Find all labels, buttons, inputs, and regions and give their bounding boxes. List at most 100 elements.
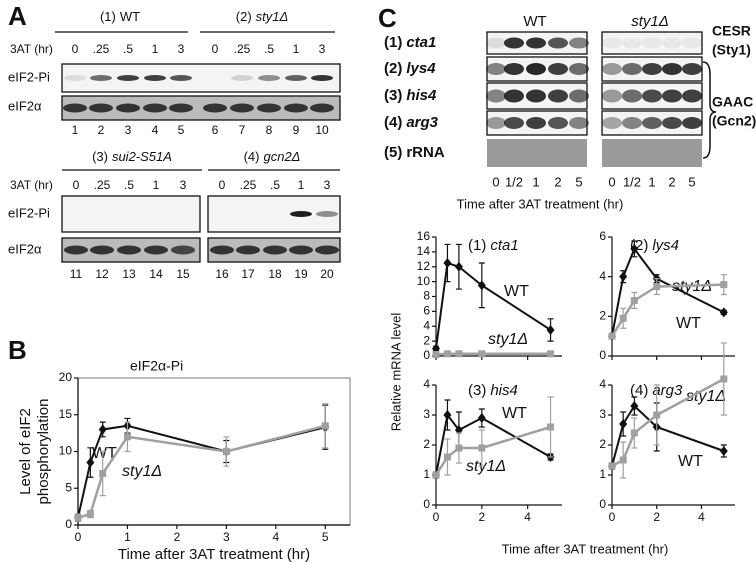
lane-number: 7 [239, 123, 246, 137]
marker [619, 314, 627, 322]
blot-band [622, 89, 642, 103]
marker [432, 471, 440, 479]
blot-band [486, 117, 506, 129]
blot-band [310, 103, 334, 113]
blot-band [289, 245, 313, 255]
row-label: eIF2-Pi [8, 69, 50, 84]
y-tick-label: 6 [599, 229, 606, 243]
chart-title-part: arg3 [652, 382, 683, 399]
marker [477, 280, 486, 291]
time-label: .25 [234, 42, 251, 56]
marker [123, 433, 131, 441]
lane-number: 9 [293, 123, 300, 137]
marker [608, 332, 616, 340]
y-tick-label: 2 [423, 437, 430, 451]
y-tick-label: 20 [59, 370, 73, 384]
blot-band [526, 89, 546, 103]
time-label: 0 [219, 178, 226, 192]
chart-title: eIF2α-Pi [130, 358, 183, 374]
marker [630, 401, 639, 411]
time-label: .5 [270, 178, 280, 192]
blot-band [117, 75, 139, 81]
marker [477, 413, 486, 423]
blot-band [548, 63, 568, 75]
blot-band [210, 245, 234, 255]
blot-band [548, 117, 568, 129]
y-tick-label: 8 [423, 289, 430, 303]
gene-label-part: (3) [384, 87, 402, 104]
lane-number: 3 [125, 123, 132, 137]
group-title-part: sty1Δ [256, 9, 289, 24]
blot-band [486, 63, 506, 75]
marker [321, 422, 329, 430]
marker [608, 462, 616, 470]
time-label: .5 [264, 42, 274, 56]
blot-band [642, 63, 662, 75]
time-label: 3 [324, 178, 331, 192]
y-tick-label: 0 [599, 348, 606, 362]
chart-title: (3) his4 [468, 382, 518, 399]
blot-band [89, 103, 113, 113]
chart-title-part: (1) [468, 237, 486, 254]
blot-band [90, 245, 114, 255]
marker [546, 324, 555, 335]
y-tick-label: 15 [59, 407, 73, 421]
chart-title-part: his4 [490, 382, 518, 399]
marker [478, 350, 486, 358]
lane-number: 8 [266, 123, 273, 137]
blot-box [207, 195, 341, 233]
blot-band [662, 63, 682, 75]
marker [630, 243, 639, 254]
x-axis-label: Time after 3AT treatment (hr) [502, 541, 669, 556]
time-label: 1/2 [623, 174, 641, 189]
gene-label: (1) cta1 [384, 34, 436, 51]
blot-band [144, 75, 166, 81]
y-tick-label: 10 [59, 444, 73, 458]
lane-number: 17 [241, 267, 255, 281]
blot-band [316, 211, 338, 217]
x-tick-label: 2 [653, 510, 660, 524]
group-title: (3) sui2-S51A [92, 149, 172, 164]
marker [547, 350, 555, 358]
group-title-part: (3) [92, 149, 108, 164]
time-label: 5 [688, 174, 695, 189]
lane-number: 19 [294, 267, 308, 281]
annotation: WT [92, 445, 117, 462]
gene-label-part: (2) [384, 60, 402, 77]
y-tick-label: 2 [423, 333, 430, 347]
annotation: WT [502, 405, 527, 422]
blot-band [569, 89, 589, 103]
annotation: WT [678, 453, 703, 470]
series-line [435, 352, 551, 356]
marker [619, 456, 627, 464]
y-tick-label: 1 [599, 467, 606, 481]
y-tick-label: 2 [599, 309, 606, 323]
marker [630, 429, 638, 437]
blot-band [602, 89, 622, 103]
annotation: sty1Δ [122, 463, 162, 480]
x-tick-label: 2 [174, 530, 181, 544]
marker [74, 514, 82, 522]
blot-box [61, 195, 201, 233]
group-title: (1) WT [100, 9, 140, 24]
chart-title-part: lys4 [652, 237, 679, 254]
time-label: 3 [180, 178, 187, 192]
marker [455, 350, 463, 358]
blot-band [258, 75, 280, 81]
marker [478, 444, 486, 452]
blot-band [642, 117, 662, 129]
row-label: eIF2α [8, 98, 42, 113]
marker [432, 351, 440, 359]
gene-label: (4) arg3 [384, 114, 439, 131]
marker [719, 446, 728, 456]
marker [720, 281, 728, 289]
marker [454, 261, 463, 272]
lane-number: 5 [178, 123, 185, 137]
blot-band [203, 103, 227, 113]
y-tick-label: 4 [423, 318, 430, 332]
blot-band [263, 245, 287, 255]
blot-band [171, 245, 195, 255]
group-title-part: (4) [244, 149, 260, 164]
y-tick-label: 0 [65, 517, 72, 531]
